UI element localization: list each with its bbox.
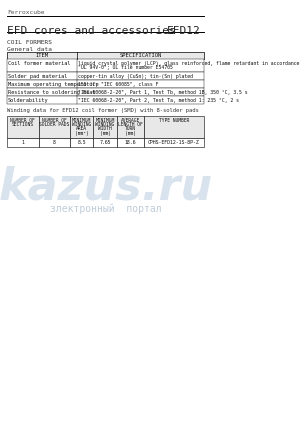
Bar [93,116,117,138]
Bar [7,52,204,59]
Text: (mm): (mm) [100,130,110,136]
Text: liquid crystal polymer (LCP), glass reinforced, flame retardant in accordance wi: liquid crystal polymer (LCP), glass rein… [78,60,300,65]
Text: "UL 94V-0"; UL file number E54705: "UL 94V-0"; UL file number E54705 [78,65,173,70]
Text: WINDING: WINDING [95,122,115,127]
Text: ITEM: ITEM [36,53,49,58]
Bar [7,96,204,104]
Bar [93,138,117,147]
Text: COIL FORMERS: COIL FORMERS [7,40,52,45]
Text: злектронный  портал: злектронный портал [50,204,161,214]
Text: 8: 8 [53,139,56,144]
Text: 8.5: 8.5 [77,139,86,144]
Text: "IEC 60068-2-20", Part 2, Test Ta, method 1: 235 °C, 2 s: "IEC 60068-2-20", Part 2, Test Ta, metho… [78,97,239,102]
Bar [7,59,204,72]
Text: EFD12: EFD12 [167,26,200,36]
Text: copper-tin alloy (CuSn); tin-(Sn) plated: copper-tin alloy (CuSn); tin-(Sn) plated [78,74,193,79]
Text: (mm²): (mm²) [75,130,89,136]
Text: TURN: TURN [125,126,136,131]
Text: (mm): (mm) [125,130,136,136]
Text: General data: General data [7,47,52,52]
Bar [7,80,204,88]
Text: CPHS-EFD12-1S-8P-Z: CPHS-EFD12-1S-8P-Z [148,139,200,144]
Bar [117,116,144,138]
Text: MINIMUM: MINIMUM [95,118,115,123]
Bar [7,138,39,147]
Text: Maximum operating temperature: Maximum operating temperature [8,82,98,87]
Text: WIDTH: WIDTH [98,126,112,131]
Text: MINIMUM: MINIMUM [72,118,92,123]
Text: Winding data for EFD12 coil former (SMD) with 8-solder pads: Winding data for EFD12 coil former (SMD)… [7,108,199,113]
Text: WINDING: WINDING [72,122,92,127]
Text: Ferroxcube: Ferroxcube [7,10,44,15]
Text: TYPE NUMBER: TYPE NUMBER [159,118,189,123]
Text: AVERAGE: AVERAGE [121,118,140,123]
Text: Solder pad material: Solder pad material [8,74,67,79]
Bar [144,138,204,147]
Text: 7.65: 7.65 [99,139,111,144]
Text: Coil former material: Coil former material [8,60,70,65]
Text: NUMBER OF: NUMBER OF [11,118,35,123]
Text: 1: 1 [21,139,24,144]
Bar [7,116,39,138]
Text: AREA: AREA [76,126,87,131]
Text: EFD cores and accessories: EFD cores and accessories [7,26,176,36]
Bar [70,116,93,138]
Text: 18.6: 18.6 [124,139,136,144]
Text: LENGTH OF: LENGTH OF [118,122,143,127]
Text: SPECIFICATION: SPECIFICATION [119,53,162,58]
Text: SOLDER PADS: SOLDER PADS [39,122,70,127]
Text: NUMBER OF: NUMBER OF [42,118,67,123]
Text: 155 °C; "IEC 60085", class F: 155 °C; "IEC 60085", class F [78,82,158,87]
Bar [70,138,93,147]
Bar [7,88,204,96]
Bar [144,116,204,138]
Text: Resistance to soldering heat: Resistance to soldering heat [8,90,95,94]
Bar [7,72,204,80]
Text: SECTIONS: SECTIONS [12,122,34,127]
Text: "IEC 60068-2-20", Part 1, Test Tb, method 1B, 350 °C, 3.5 s: "IEC 60068-2-20", Part 1, Test Tb, metho… [78,90,247,94]
Bar [39,116,70,138]
Bar [117,138,144,147]
Text: kazus.ru: kazus.ru [0,165,212,209]
Text: Solderability: Solderability [8,97,48,102]
Bar [39,138,70,147]
